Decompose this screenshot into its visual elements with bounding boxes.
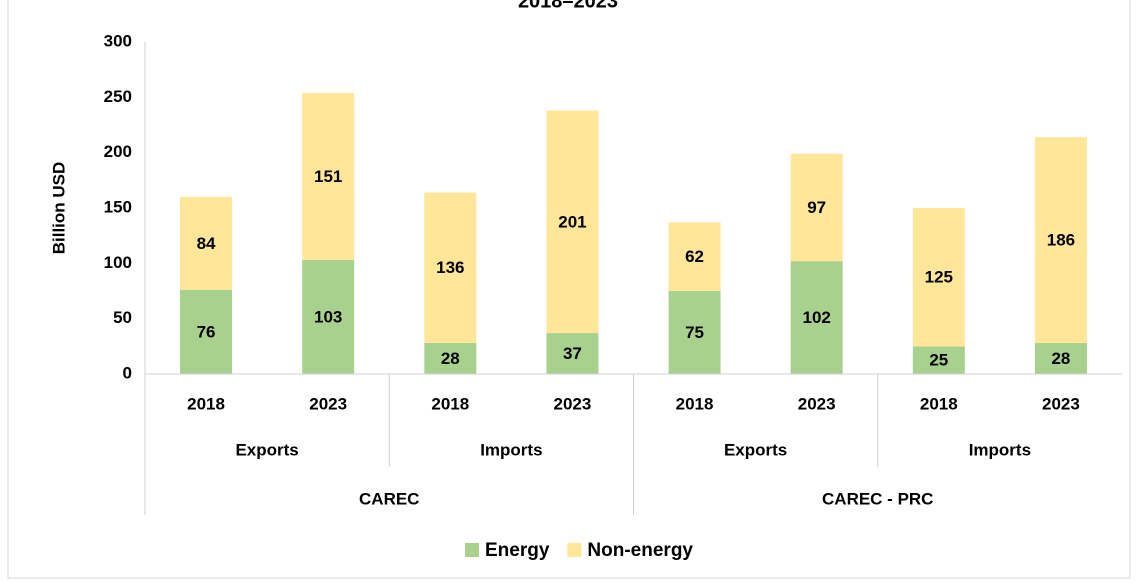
legend-label: Energy: [485, 540, 550, 561]
data-label: 186: [1047, 231, 1075, 250]
bar-segment: [668, 222, 721, 291]
bar-segment: [546, 333, 599, 374]
bar-segment: [912, 346, 965, 374]
bar-segment: [668, 291, 721, 374]
group-label: Exports: [724, 440, 787, 459]
legend-swatch: [465, 543, 479, 557]
bar-segment: [912, 208, 965, 347]
data-label: 37: [563, 344, 582, 363]
x-tick-label: 2023: [1042, 394, 1080, 413]
bar-segment: [546, 110, 599, 334]
bar-segment: [1034, 137, 1087, 344]
data-label: 97: [807, 198, 826, 217]
y-tick-label: 200: [104, 142, 132, 161]
data-label: 125: [925, 268, 953, 287]
bar-segment: [1034, 343, 1087, 374]
y-tick-label: 300: [104, 31, 132, 50]
y-tick-label: 150: [104, 197, 132, 216]
group-label: Imports: [480, 440, 542, 459]
data-label: 76: [197, 322, 216, 341]
legend-label: Non-energy: [587, 540, 693, 561]
data-label: 201: [558, 212, 586, 231]
x-tick-label: 2018: [431, 394, 469, 413]
x-tick-label: 2023: [798, 394, 836, 413]
data-label: 62: [685, 247, 704, 266]
bar-segment: [302, 260, 355, 374]
bar-segment: [424, 192, 477, 344]
x-tick-label: 2023: [554, 394, 592, 413]
data-label: 136: [436, 258, 464, 277]
group-label: Imports: [969, 440, 1031, 459]
data-label: 103: [314, 307, 342, 326]
group-label: Exports: [235, 440, 298, 459]
data-label: 75: [685, 323, 704, 342]
data-label: 28: [441, 349, 460, 368]
bar-segment: [790, 153, 843, 262]
data-label: 25: [929, 351, 948, 370]
supergroup-label: CAREC - PRC: [822, 489, 933, 508]
y-tick-label: 50: [113, 308, 132, 327]
y-tick-label: 0: [123, 363, 132, 382]
bar-segment: [790, 261, 843, 374]
bar-segment: [180, 196, 233, 290]
legend-swatch: [567, 543, 582, 557]
data-label: 28: [1051, 349, 1070, 368]
chart-title: 2018–2023: [518, 0, 618, 12]
x-tick-label: 2018: [920, 394, 958, 413]
supergroup-label: CAREC: [359, 489, 419, 508]
y-tick-label: 250: [104, 87, 132, 106]
x-tick-label: 2023: [309, 394, 347, 413]
x-tick-label: 2018: [187, 394, 225, 413]
bar-segment: [180, 289, 233, 374]
chart-border: [7, 0, 1131, 579]
data-label: 84: [197, 234, 216, 253]
bar-segment: [302, 92, 355, 261]
y-axis-label: Billion USD: [49, 162, 68, 255]
x-tick-label: 2018: [676, 394, 714, 413]
data-label: 102: [803, 308, 831, 327]
bar-segment: [424, 343, 477, 374]
y-tick-label: 100: [104, 253, 132, 272]
data-label: 151: [314, 167, 342, 186]
